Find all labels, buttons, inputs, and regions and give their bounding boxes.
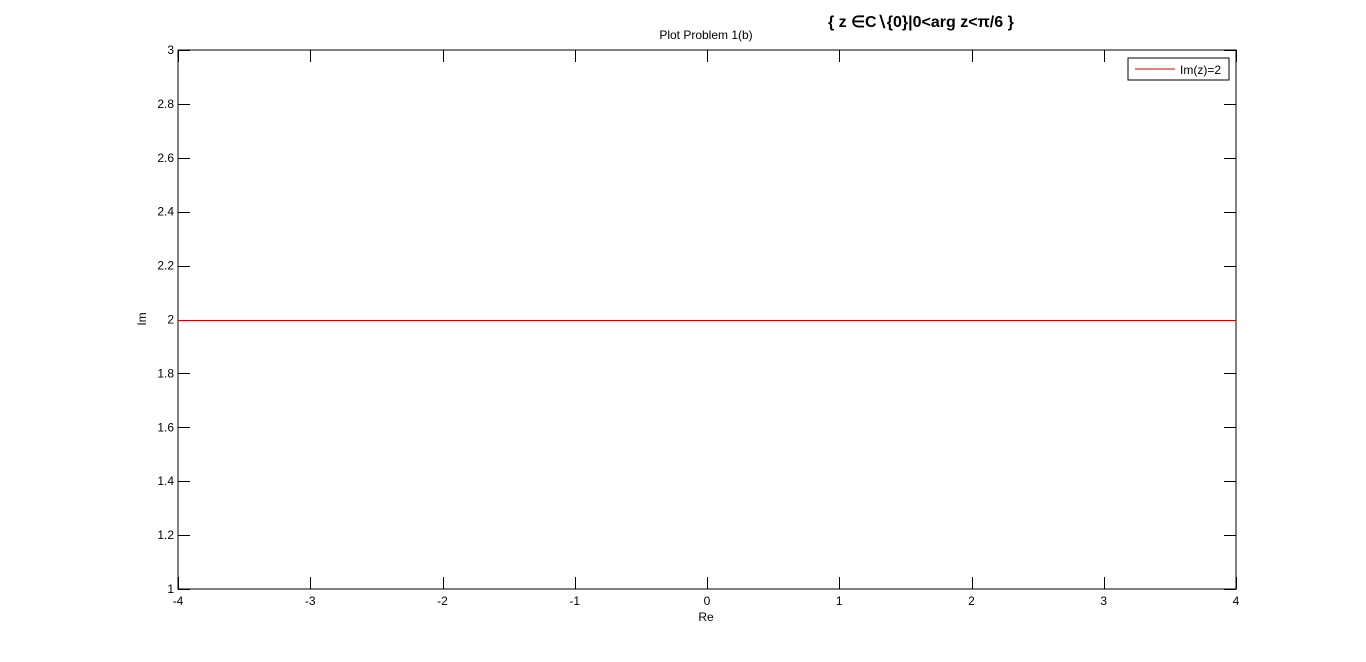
x-tick-label: -4 [173,594,184,608]
axis-ticks [178,50,1237,590]
x-tick-label: -3 [305,594,316,608]
y-tick-label: 1.4 [157,474,174,488]
x-tick-label: -2 [437,594,448,608]
y-tick-label: 1 [167,582,174,596]
tick-labels: -4 -3 -2 -1 0 1 2 3 4 1 1.2 1.4 1.6 1.8 2 2.2 2.4 2.6 2.8 3 [157,43,1239,608]
y-tick-label: 2.2 [157,259,174,273]
x-tick-label: 4 [1233,594,1240,608]
y-axis-label: Im [135,312,149,325]
chart-title: Plot Problem 1(b) [659,28,752,42]
y-tick-label: 1.6 [157,420,174,434]
y-tick-label: 2.4 [157,205,174,219]
y-tick-label: 3 [167,43,174,57]
x-tick-label: 2 [968,594,975,608]
x-tick-label: 1 [836,594,843,608]
plot-area [177,49,1237,590]
legend-box [1127,57,1230,81]
x-tick-label: -1 [569,594,580,608]
x-tick-label: 0 [704,594,711,608]
y-tick-label: 2 [167,313,174,327]
y-tick-label: 1.2 [157,528,174,542]
x-axis-label: Re [698,610,714,624]
legend[interactable]: Im(z)=2 [1127,57,1230,81]
x-tick-label: 3 [1100,594,1107,608]
y-tick-label: 1.8 [157,366,174,380]
legend-label-series-1: Im(z)=2 [1180,63,1221,77]
y-tick-label: 2.6 [157,151,174,165]
set-annotation: { z ∈C∖{0}|0<arg z<π/6 } [828,14,1014,31]
y-tick-label: 2.8 [157,97,174,111]
